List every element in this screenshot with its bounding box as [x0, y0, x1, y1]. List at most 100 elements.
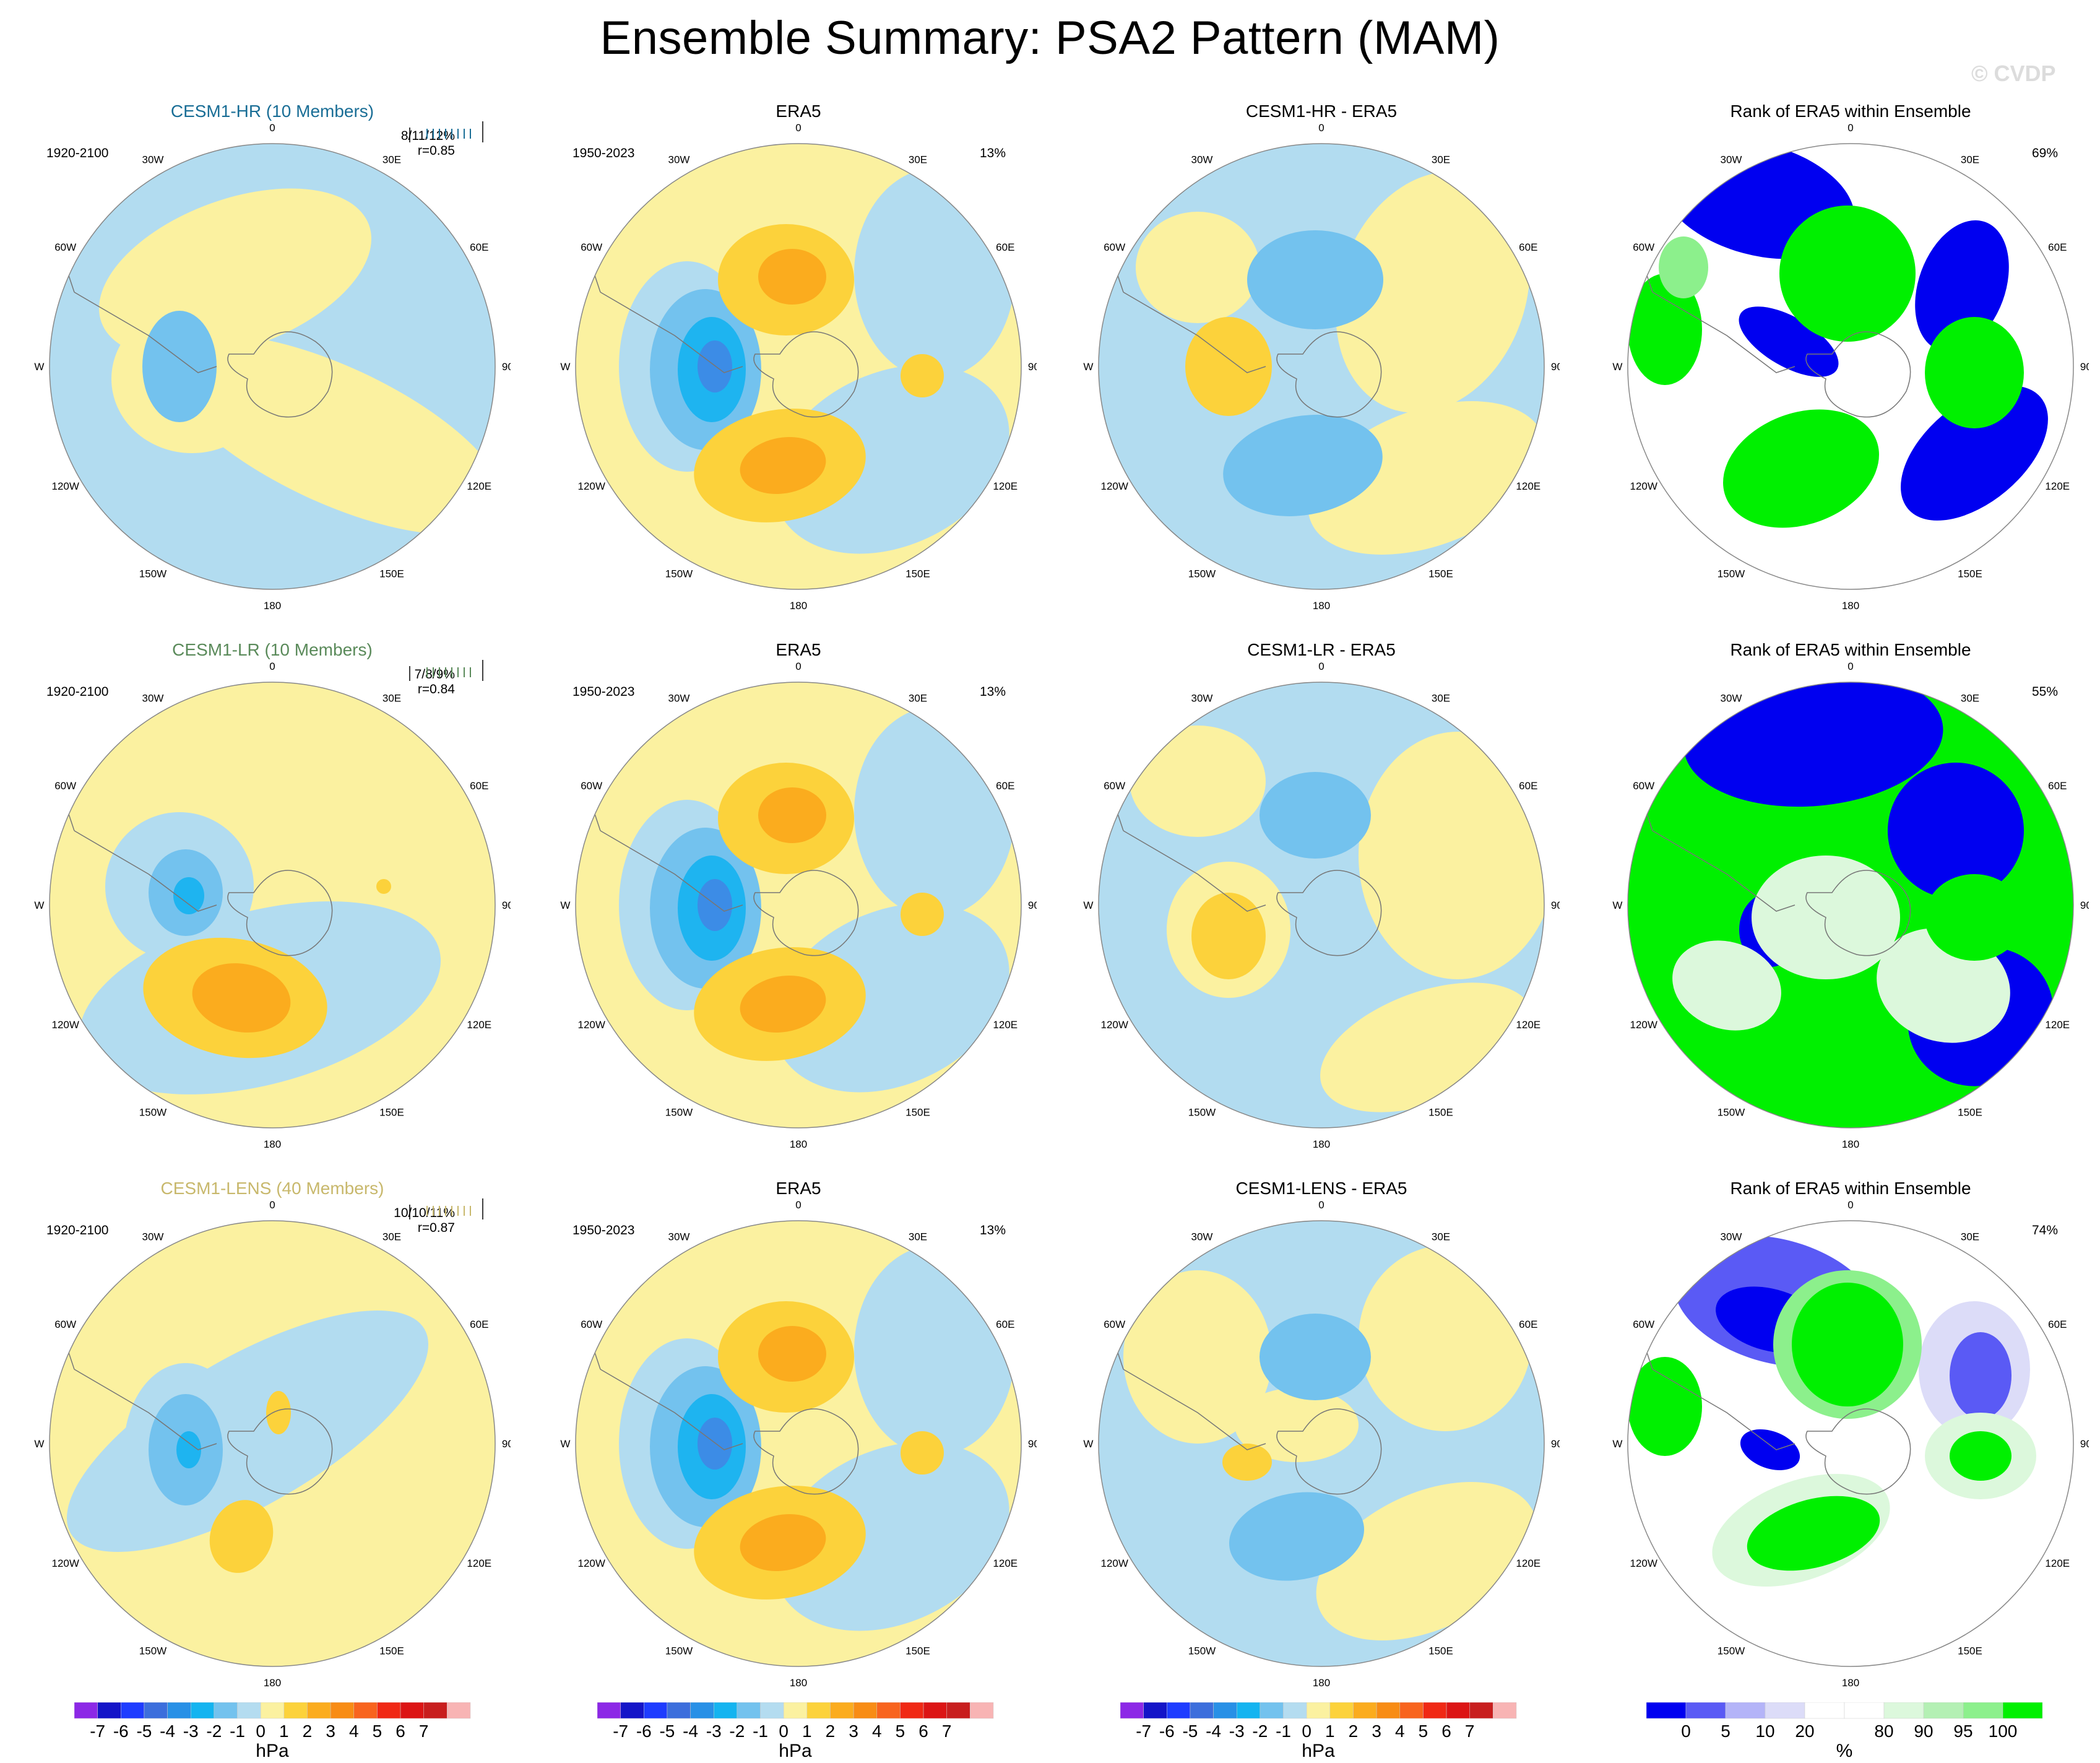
colorbar-swatch [783, 1702, 808, 1719]
longitude-label: 120E [2045, 1557, 2070, 1569]
colorbar-swatch [1963, 1702, 2003, 1719]
longitude-label: 30E [909, 1231, 927, 1243]
longitude-label: 30W [142, 154, 164, 166]
colorbar-swatch [713, 1702, 738, 1719]
colorbar-unit: hPa [779, 1741, 812, 1758]
colorbar-tick-label: -3 [706, 1722, 722, 1741]
longitude-label: 180 [790, 1138, 807, 1150]
colorbar-swatch [260, 1702, 285, 1719]
longitude-label: 30W [1721, 693, 1742, 704]
variance-explained: 69% [2031, 146, 2058, 160]
colorbar-swatch [1804, 1702, 1845, 1719]
longitude-label: 30E [1432, 1231, 1450, 1243]
field-contour [758, 249, 826, 305]
antarctica-coastline [1805, 1408, 1911, 1495]
obs-map: 0 30E 60E 90E 120E 150E 180 150W 120W 90W 60W 30W [560, 1199, 1037, 1689]
colorbar-tick-label: -2 [729, 1722, 745, 1741]
longitude-label: 180 [1313, 1677, 1330, 1689]
pattern-correlation: r=0.87 [417, 1221, 455, 1235]
longitude-label: 120E [1516, 480, 1540, 492]
longitude-label: 0 [1318, 122, 1324, 134]
longitude-label: 150W [1718, 1645, 1745, 1657]
field-contour [176, 1431, 201, 1468]
colorbar-swatch [806, 1702, 831, 1719]
longitude-label: 30E [1961, 1231, 1979, 1243]
longitude-label: 150E [905, 1645, 930, 1657]
field-contour [1739, 306, 1839, 377]
longitude-label: 180 [1313, 600, 1330, 612]
longitude-label: 30E [1961, 693, 1979, 704]
colorbar-swatch [620, 1702, 644, 1719]
field-contour [1359, 1245, 1532, 1431]
colorbar-swatch [1353, 1702, 1377, 1719]
map-field [1628, 144, 2073, 589]
colorbar-swatch [1469, 1702, 1493, 1719]
longitude-label: 150W [1718, 568, 1745, 579]
longitude-label: 90W [560, 1438, 570, 1450]
longitude-label: 120E [993, 1557, 1018, 1569]
field-contour [1779, 206, 1916, 342]
antarctica-coastline [753, 1408, 859, 1495]
colorbar-tick-label: 7 [419, 1722, 429, 1741]
variance-explained: 13% [979, 685, 1006, 699]
longitude-label: 120W [52, 1557, 79, 1569]
longitude-label: 120W [1630, 480, 1657, 492]
colorbar-swatch [237, 1702, 261, 1719]
longitude-label: 150W [665, 1645, 693, 1657]
longitude-label: 30W [142, 1231, 164, 1243]
longitude-label: 150W [1188, 1645, 1216, 1657]
field-contour [1185, 317, 1272, 416]
rank-map: 0 30E 60E 90E 120E 150E 180 150W 120W 90W 60W 30W [1612, 661, 2089, 1150]
map-field [1628, 1221, 2073, 1666]
model-panel-row2: 0 30E 60E 90E 120E 150E 180 150W 120W 90W 60W 30W CE… [34, 638, 511, 1158]
map-boundary [49, 143, 496, 590]
field-contour [1888, 763, 2024, 899]
field-contour [1130, 726, 1266, 837]
colorbar-swatch [1306, 1702, 1331, 1719]
longitude-label: 90W [1083, 1438, 1093, 1450]
field-contour [698, 879, 732, 931]
field-contour [901, 354, 944, 397]
map-boundary [575, 1220, 1022, 1667]
longitude-label: 60W [1633, 241, 1654, 253]
longitude-label: 150E [379, 1106, 404, 1118]
longitude-label: 120E [1516, 1019, 1540, 1031]
longitude-label: 60E [996, 1319, 1014, 1330]
colorbar-swatch [946, 1702, 970, 1719]
pattern-correlation: r=0.85 [417, 144, 455, 158]
longitude-label: 180 [264, 600, 281, 612]
map-boundary [575, 682, 1022, 1128]
field-contour [1359, 732, 1544, 979]
colorbar-tick-label: 6 [1441, 1722, 1451, 1741]
model-map: 0 30E 60E 90E 120E 150E 180 150W 120W 90W 60W 30W [34, 122, 511, 612]
variance-explained: 74% [2031, 1223, 2058, 1237]
colorbar-swatch [1493, 1702, 1517, 1719]
colorbar-swatch [690, 1702, 714, 1719]
field-contour [740, 976, 826, 1033]
longitude-label: 120E [2045, 1019, 2070, 1031]
colorbar-swatch [283, 1702, 308, 1719]
longitude-label: 150E [1958, 1645, 1982, 1657]
panel-title: ERA5 [776, 102, 821, 121]
longitude-label: 150W [139, 1106, 166, 1118]
map-boundary [49, 1220, 496, 1667]
longitude-label: 90E [1551, 1438, 1560, 1450]
map-field [50, 682, 495, 1128]
longitude-label: 60E [470, 241, 488, 253]
colorbar-tick-label: -6 [636, 1722, 652, 1741]
colorbar-tick-label: -5 [136, 1722, 152, 1741]
figure-title: Ensemble Summary: PSA2 Pattern (MAM) [600, 12, 1500, 64]
longitude-label: 90E [1028, 361, 1037, 373]
longitude-label: 60E [2048, 780, 2067, 792]
colorbar-swatch [74, 1702, 98, 1719]
colorbar-swatch [167, 1702, 191, 1719]
colorbar-tick-label: 0 [1681, 1722, 1691, 1741]
longitude-label: 30W [1721, 1231, 1742, 1243]
longitude-label: 150W [139, 1645, 166, 1657]
field-contour [209, 1500, 274, 1573]
longitude-label: 60E [996, 780, 1014, 792]
longitude-label: 0 [269, 1199, 275, 1211]
longitude-label: 90W [560, 361, 570, 373]
colorbar-swatch [900, 1702, 924, 1719]
colorbar-swatch [853, 1702, 878, 1719]
